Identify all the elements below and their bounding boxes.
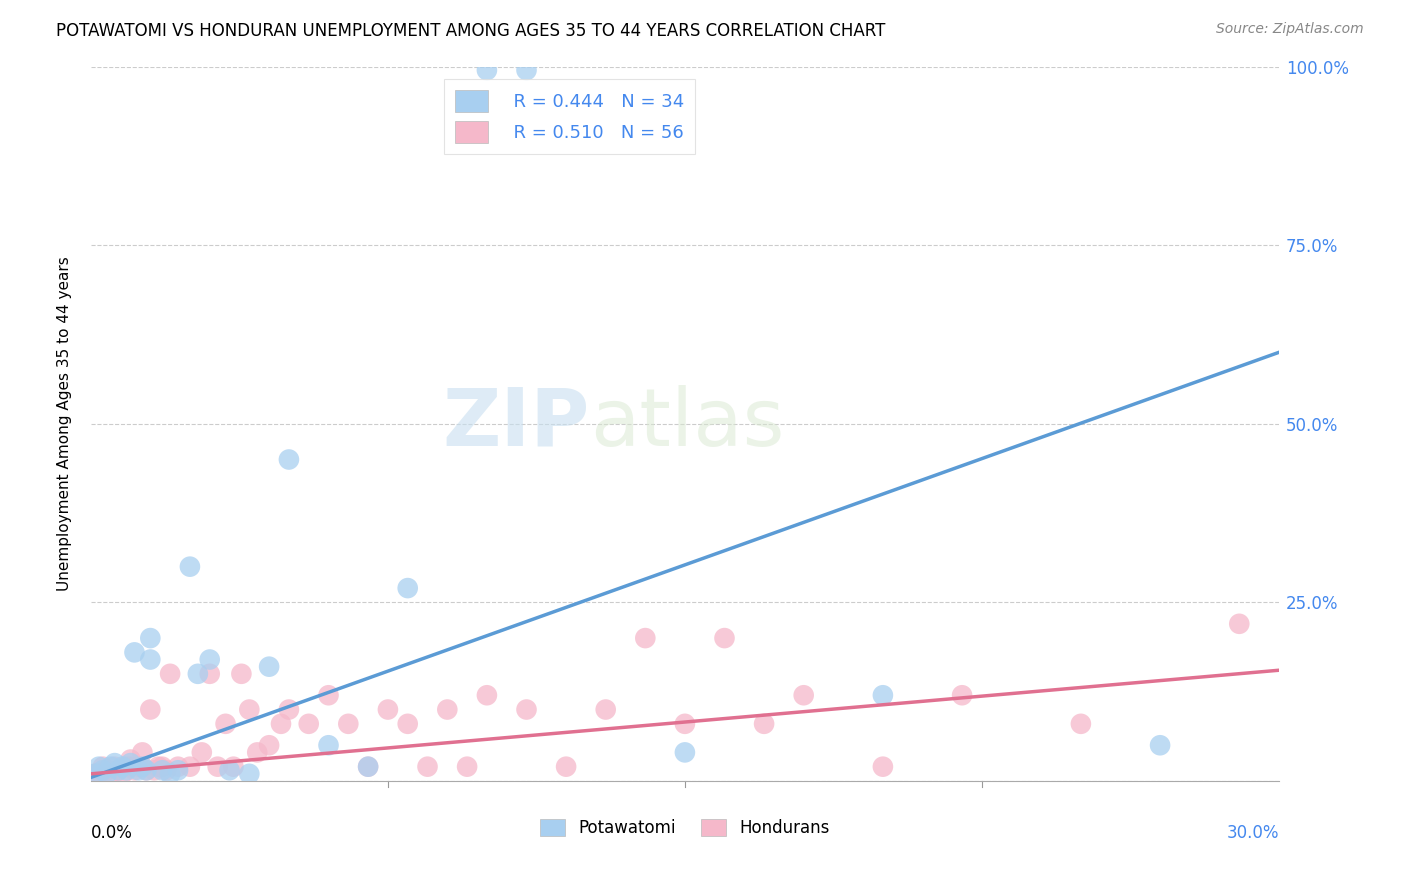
Point <box>416 760 439 774</box>
Point <box>713 631 735 645</box>
Point <box>793 688 815 702</box>
Point <box>115 760 138 774</box>
Point <box>257 659 280 673</box>
Point <box>131 745 153 759</box>
Y-axis label: Unemployment Among Ages 35 to 44 years: Unemployment Among Ages 35 to 44 years <box>58 256 72 591</box>
Point <box>357 760 380 774</box>
Point <box>198 666 221 681</box>
Text: 0.0%: 0.0% <box>91 824 132 842</box>
Point <box>107 764 129 778</box>
Point <box>124 645 146 659</box>
Point <box>515 702 537 716</box>
Point <box>120 753 142 767</box>
Point <box>135 764 157 778</box>
Point <box>357 760 380 774</box>
Point <box>155 764 177 778</box>
Point <box>1149 738 1171 752</box>
Point <box>135 764 157 778</box>
Point <box>107 764 129 778</box>
Point <box>222 760 245 774</box>
Point <box>127 764 149 778</box>
Point <box>318 688 340 702</box>
Point <box>207 760 229 774</box>
Point <box>298 716 321 731</box>
Point <box>100 760 122 774</box>
Point <box>318 738 340 752</box>
Point <box>475 688 498 702</box>
Point <box>436 702 458 716</box>
Point <box>179 760 201 774</box>
Point <box>159 767 181 781</box>
Point <box>127 760 149 774</box>
Point <box>120 756 142 771</box>
Point <box>96 767 118 781</box>
Point <box>191 745 214 759</box>
Point <box>396 716 419 731</box>
Point <box>673 716 696 731</box>
Text: Source: ZipAtlas.com: Source: ZipAtlas.com <box>1216 22 1364 37</box>
Text: atlas: atlas <box>591 384 785 463</box>
Point <box>872 688 894 702</box>
Point <box>277 702 299 716</box>
Point <box>634 631 657 645</box>
Point <box>396 581 419 595</box>
Point <box>111 760 134 774</box>
Point <box>752 716 775 731</box>
Point <box>218 764 240 778</box>
Point <box>872 760 894 774</box>
Point <box>555 760 578 774</box>
Point <box>148 760 170 774</box>
Point <box>139 702 162 716</box>
Point <box>456 760 478 774</box>
Point <box>238 767 260 781</box>
Point <box>139 652 162 666</box>
Point <box>131 760 153 774</box>
Point <box>124 764 146 778</box>
Point <box>950 688 973 702</box>
Point <box>91 760 114 774</box>
Point <box>238 702 260 716</box>
Point <box>115 764 138 778</box>
Point <box>150 764 173 778</box>
Point <box>257 738 280 752</box>
Point <box>231 666 253 681</box>
Point <box>595 702 617 716</box>
Point <box>120 760 142 774</box>
Point <box>270 716 292 731</box>
Point <box>167 764 190 778</box>
Point <box>515 63 537 78</box>
Point <box>96 764 118 778</box>
Point <box>673 745 696 759</box>
Point <box>111 767 134 781</box>
Point <box>187 666 209 681</box>
Point <box>83 767 105 781</box>
Point <box>104 760 127 774</box>
Point <box>87 767 110 781</box>
Point <box>159 666 181 681</box>
Point <box>475 63 498 78</box>
Point <box>100 767 122 781</box>
Point <box>1070 716 1092 731</box>
Point <box>198 652 221 666</box>
Point <box>87 760 110 774</box>
Point <box>150 760 173 774</box>
Point <box>337 716 360 731</box>
Point <box>1227 616 1250 631</box>
Point <box>91 764 114 778</box>
Text: POTAWATOMI VS HONDURAN UNEMPLOYMENT AMONG AGES 35 TO 44 YEARS CORRELATION CHART: POTAWATOMI VS HONDURAN UNEMPLOYMENT AMON… <box>56 22 886 40</box>
Point <box>214 716 236 731</box>
Point <box>83 767 105 781</box>
Point <box>246 745 269 759</box>
Point <box>167 760 190 774</box>
Text: 30.0%: 30.0% <box>1226 824 1279 842</box>
Point <box>179 559 201 574</box>
Legend: Potawatomi, Hondurans: Potawatomi, Hondurans <box>533 813 837 844</box>
Point <box>139 631 162 645</box>
Point <box>143 764 166 778</box>
Point <box>277 452 299 467</box>
Text: ZIP: ZIP <box>443 384 591 463</box>
Point <box>377 702 399 716</box>
Point <box>104 756 127 771</box>
